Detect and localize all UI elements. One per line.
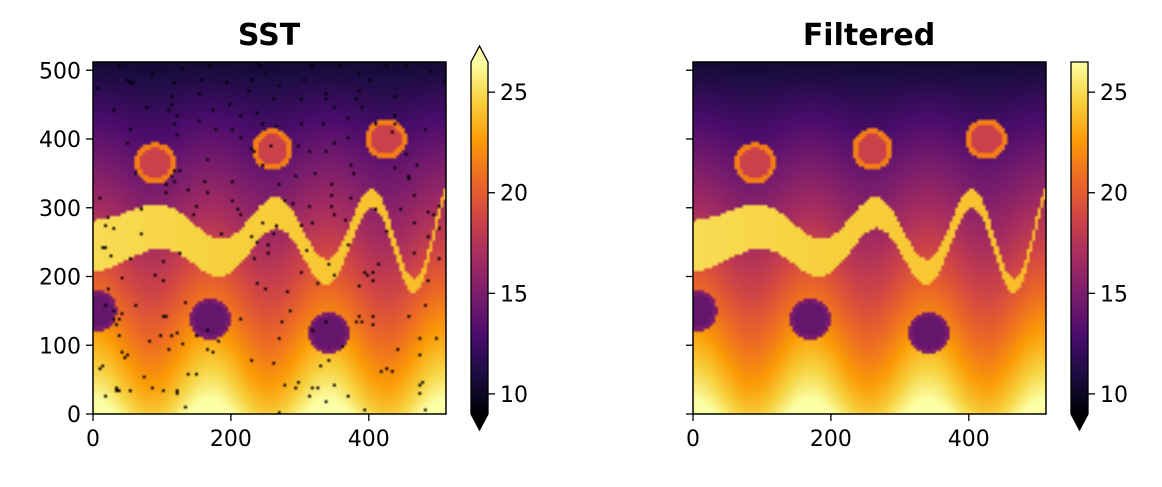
axes-frame — [92, 61, 447, 415]
panel-1: SST 0 200 400 0 100 200 300 400 500 10 15 20 25 — [39, 18, 528, 452]
colorbar-tick-label: 20 — [500, 182, 528, 207]
y-tick-label: 0 — [67, 403, 81, 428]
x-tick-label: 400 — [348, 427, 390, 452]
colorbar — [471, 62, 488, 414]
y-tick-label: 200 — [39, 266, 81, 291]
colorbar-tick-label: 25 — [1100, 81, 1128, 106]
y-tick-label: 300 — [39, 197, 81, 222]
chart-title: Filtered — [803, 18, 935, 53]
colorbar-extend-min — [471, 414, 488, 430]
x-tick-label: 0 — [686, 427, 700, 452]
colorbar-tick-label: 25 — [500, 81, 528, 106]
colorbar-frame — [1070, 61, 1089, 432]
y-tick-label: 100 — [39, 334, 81, 359]
x-tick-label: 200 — [810, 427, 852, 452]
x-tick-label: 400 — [948, 427, 990, 452]
heatmap-image — [93, 62, 446, 414]
heatmap-image — [693, 62, 1046, 414]
colorbar-frame — [470, 44, 489, 432]
axes-frame — [692, 61, 1047, 415]
colorbar — [1071, 62, 1088, 414]
y-tick-label: 400 — [39, 128, 81, 153]
colorbar-tick-label: 15 — [500, 282, 528, 307]
x-tick-label: 0 — [86, 427, 100, 452]
y-tick-label: 500 — [39, 59, 81, 84]
colorbar-tick-label: 10 — [1100, 383, 1128, 408]
chart-title: SST — [238, 18, 301, 53]
colorbar-tick-label: 10 — [500, 383, 528, 408]
x-tick-label: 200 — [210, 427, 252, 452]
colorbar-tick-label: 15 — [1100, 282, 1128, 307]
panel-2: Filtered 0 200 400 10 15 20 25 — [686, 18, 1128, 452]
colorbar-extend-min — [1071, 414, 1088, 430]
colorbar-tick-label: 20 — [1100, 182, 1128, 207]
colorbar-extend-max — [471, 46, 488, 62]
